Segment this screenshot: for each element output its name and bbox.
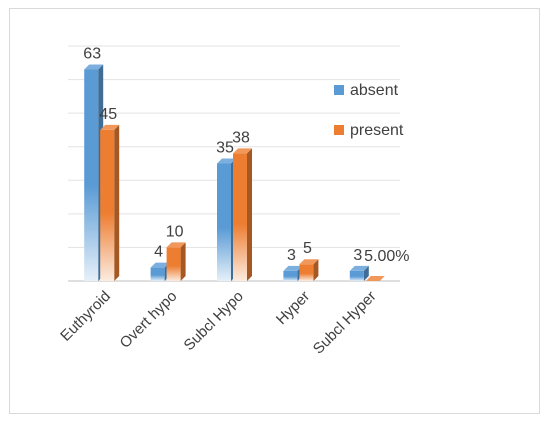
data-label: 5: [303, 240, 312, 257]
bar-absent-1: [151, 268, 165, 281]
bar-absent-4: [350, 271, 364, 281]
legend-label-absent: absent: [350, 82, 399, 99]
bar-absent-2: [217, 164, 231, 282]
data-label: 3: [353, 247, 362, 264]
bar-present-3: [299, 264, 313, 281]
data-label: 5.00%: [364, 248, 409, 265]
x-tick-label: Subcl Hypo: [181, 288, 247, 354]
data-label: 3: [287, 247, 296, 264]
bar-present-1: [167, 247, 181, 281]
bar-layer: [84, 65, 385, 282]
bar-side: [181, 242, 186, 281]
bar-present-2: [233, 153, 247, 281]
x-tick-label: Hyper: [273, 288, 313, 328]
legend-label-present: present: [350, 122, 404, 139]
data-label: 63: [83, 46, 101, 63]
legend-swatch-absent: [334, 85, 344, 95]
legend-swatch-present: [334, 125, 344, 135]
bar-absent-0: [84, 70, 98, 282]
x-tick-label: Euthyroid: [57, 288, 114, 345]
data-label: 45: [99, 106, 117, 123]
bar-top: [366, 276, 385, 281]
bar-side: [247, 148, 252, 281]
bar-present-0: [100, 130, 114, 281]
data-label: 10: [166, 223, 184, 240]
data-label: 4: [154, 244, 163, 261]
bar-absent-3: [283, 271, 297, 281]
x-tick-label: Overt hypo: [117, 288, 181, 352]
data-label: 38: [232, 129, 250, 146]
legend: absent present: [334, 82, 404, 139]
bar-side: [114, 125, 119, 281]
x-tick-label: Subcl Hyper: [310, 288, 380, 358]
